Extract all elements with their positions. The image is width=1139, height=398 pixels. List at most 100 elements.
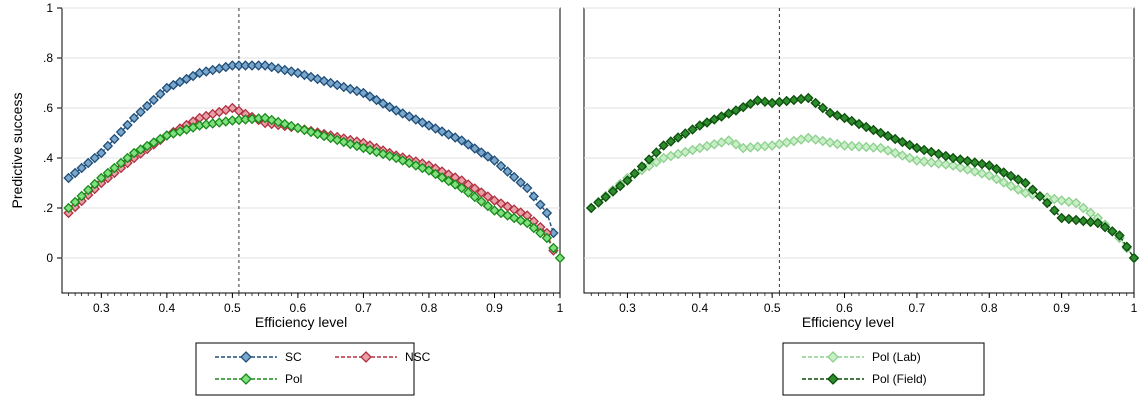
series-marker: [904, 139, 915, 151]
series-marker: [1049, 205, 1060, 216]
series-marker: [358, 87, 369, 99]
series-marker: [96, 172, 107, 184]
series-marker: [853, 141, 865, 152]
series-marker: [1041, 197, 1053, 209]
series-marker: [976, 168, 988, 179]
series-marker: [489, 195, 500, 206]
series-marker: [1063, 213, 1075, 225]
series-marker: [694, 120, 706, 131]
legend: Pol (Lab) Pol (Field): [782, 342, 985, 396]
series-marker: [279, 64, 291, 76]
series-marker: [404, 157, 415, 169]
series-marker: [824, 107, 836, 119]
series-marker: [89, 152, 100, 164]
series-marker: [476, 196, 487, 207]
series-marker: [115, 157, 127, 169]
series-marker: [651, 147, 662, 158]
legend-entry: Pol: [215, 372, 302, 386]
series-marker: [897, 136, 908, 148]
x-tick-label: 1: [557, 301, 564, 315]
series-marker: [410, 114, 422, 125]
series-marker: [846, 140, 857, 152]
legend-marker: [827, 351, 839, 363]
series-marker: [643, 154, 655, 165]
series-marker: [463, 187, 474, 198]
series-marker: [181, 73, 192, 85]
x-axis-label: Efficiency level: [255, 314, 347, 330]
series-marker: [489, 155, 500, 166]
series-marker: [495, 160, 507, 172]
series-marker: [168, 79, 179, 91]
legend-entry: SC: [215, 350, 302, 364]
series-marker: [701, 117, 713, 128]
series-marker: [969, 166, 981, 177]
series-marker: [1107, 226, 1118, 237]
series-marker: [1092, 217, 1104, 229]
series-marker: [897, 150, 908, 161]
series-marker: [1027, 184, 1038, 195]
series-marker: [436, 172, 448, 183]
series-marker: [745, 98, 756, 110]
series-marker: [515, 215, 526, 226]
series-marker: [991, 163, 1002, 175]
series-marker: [752, 95, 763, 106]
series-marker: [1078, 215, 1089, 227]
chart-panel-1: 0 .2 .4 .6 .8 1 0.3 0.4 0.5 0.6 0.7 0.8 0.9 1 Efficien…: [9, 1, 566, 396]
series-marker: [155, 88, 166, 100]
series-marker: [384, 101, 395, 113]
series-marker: [174, 76, 186, 88]
series-pol-lab: [586, 132, 1139, 264]
series-marker: [940, 150, 952, 162]
series-marker: [1121, 241, 1132, 252]
series-marker: [364, 91, 376, 102]
series-marker: [1056, 195, 1067, 206]
series-marker: [709, 114, 720, 125]
series-marker: [889, 147, 901, 159]
series-marker: [187, 70, 199, 82]
series-marker: [155, 133, 166, 145]
series-marker: [723, 108, 734, 119]
series-marker: [390, 105, 402, 116]
series-marker: [443, 175, 454, 187]
series-marker: [607, 186, 619, 197]
series-marker: [723, 135, 734, 146]
series-marker: [338, 81, 349, 93]
series-marker: [122, 152, 133, 164]
legend-box: [195, 342, 415, 396]
series-marker: [955, 162, 966, 173]
series-marker: [476, 147, 487, 158]
series-marker: [926, 146, 937, 158]
series-marker: [404, 111, 415, 122]
series-marker: [969, 157, 981, 168]
series-marker: [69, 196, 81, 208]
legend-marker: [360, 351, 372, 363]
series-marker: [947, 160, 959, 171]
series-marker: [875, 142, 886, 154]
series-marker: [955, 154, 966, 165]
series-marker: [882, 145, 894, 156]
series-marker: [1070, 214, 1082, 226]
series-marker: [1020, 187, 1031, 199]
legend-entry: Pol (Field): [802, 372, 927, 386]
series-marker: [680, 128, 691, 139]
x-tick-label: 0.3: [619, 301, 636, 315]
legend-label: Pol (Field): [872, 372, 927, 386]
series-marker: [861, 141, 872, 153]
series-marker: [286, 120, 297, 132]
series-marker: [535, 199, 546, 210]
series-marker: [839, 140, 850, 151]
series-marker: [318, 75, 330, 87]
series-marker: [69, 167, 81, 179]
series-marker: [991, 173, 1002, 185]
series-marker: [495, 207, 507, 219]
series-marker: [1085, 216, 1096, 228]
series-marker: [299, 124, 310, 136]
series-marker: [449, 132, 461, 143]
legend-entry: Pol (Lab): [802, 350, 921, 364]
series-marker: [614, 180, 626, 192]
series-marker: [672, 132, 684, 143]
series-marker: [918, 156, 930, 167]
x-tick-label: 1: [1131, 301, 1138, 315]
legend-entry: NSC: [335, 350, 431, 364]
